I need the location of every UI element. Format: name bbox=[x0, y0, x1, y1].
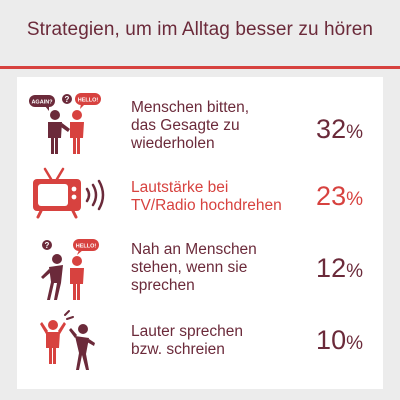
bubble-text: ? bbox=[45, 241, 50, 250]
chart-title: Strategien, um im Alltag besser zu hören bbox=[26, 19, 374, 40]
value-unit: % bbox=[346, 261, 363, 282]
bubble-text: HELLO! bbox=[78, 98, 99, 104]
row-value: 10% bbox=[283, 325, 363, 356]
row-label-line: Lauter sprechen bbox=[131, 323, 244, 340]
table-row: Lautstärke bei TV/Radio hochdrehen 23% bbox=[17, 165, 383, 235]
bubble-text: ? bbox=[65, 95, 70, 104]
row-label: Lautstärke bei TV/Radio hochdrehen bbox=[131, 179, 296, 215]
row-label-line: wiederholen bbox=[131, 135, 215, 152]
two-people-speech-bubbles-icon: AGAIN? ? HELLO! bbox=[29, 93, 101, 154]
value-number: 10 bbox=[316, 325, 347, 355]
value-number: 12 bbox=[316, 253, 347, 283]
strategy-card: AGAIN? ? HELLO! Menschen bitten, das Ges… bbox=[17, 77, 383, 389]
row-label-line: das Gesagte zu bbox=[131, 117, 240, 134]
row-label-line: stehen, wenn sie bbox=[131, 259, 248, 276]
value-unit: % bbox=[346, 122, 363, 143]
title-divider bbox=[0, 66, 400, 69]
table-row: AGAIN? ? HELLO! Menschen bitten, das Ges… bbox=[17, 89, 383, 159]
row-label-line: Lautstärke bei bbox=[131, 179, 229, 196]
people-leaning-close-icon: ? HELLO! bbox=[41, 239, 99, 300]
row-label-line: bzw. schreien bbox=[131, 341, 225, 358]
bubble-text: AGAIN? bbox=[31, 100, 53, 106]
row-value: 23% bbox=[283, 181, 363, 212]
row-label-line: TV/Radio hochdrehen bbox=[131, 197, 282, 214]
table-row: ? HELLO! Nah an Menschen stehen, wenn si… bbox=[17, 235, 383, 305]
row-label: Menschen bitten, das Gesagte zu wiederho… bbox=[131, 99, 296, 153]
row-value: 12% bbox=[283, 253, 363, 284]
value-unit: % bbox=[346, 333, 363, 354]
table-row: Lauter sprechen bzw. schreien 10% bbox=[17, 309, 383, 379]
row-label: Lauter sprechen bzw. schreien bbox=[131, 323, 296, 359]
row-label-line: Menschen bitten, bbox=[131, 99, 250, 116]
row-label-line: Nah an Menschen bbox=[131, 241, 257, 258]
value-number: 23 bbox=[316, 181, 347, 211]
people-shouting-icon bbox=[40, 310, 95, 370]
value-unit: % bbox=[346, 189, 363, 210]
tv-volume-icon bbox=[33, 167, 105, 219]
row-value: 32% bbox=[283, 114, 363, 145]
value-number: 32 bbox=[316, 114, 347, 144]
bubble-text: HELLO! bbox=[76, 244, 97, 250]
row-label-line: sprechen bbox=[131, 277, 195, 294]
row-label: Nah an Menschen stehen, wenn sie spreche… bbox=[131, 241, 296, 295]
